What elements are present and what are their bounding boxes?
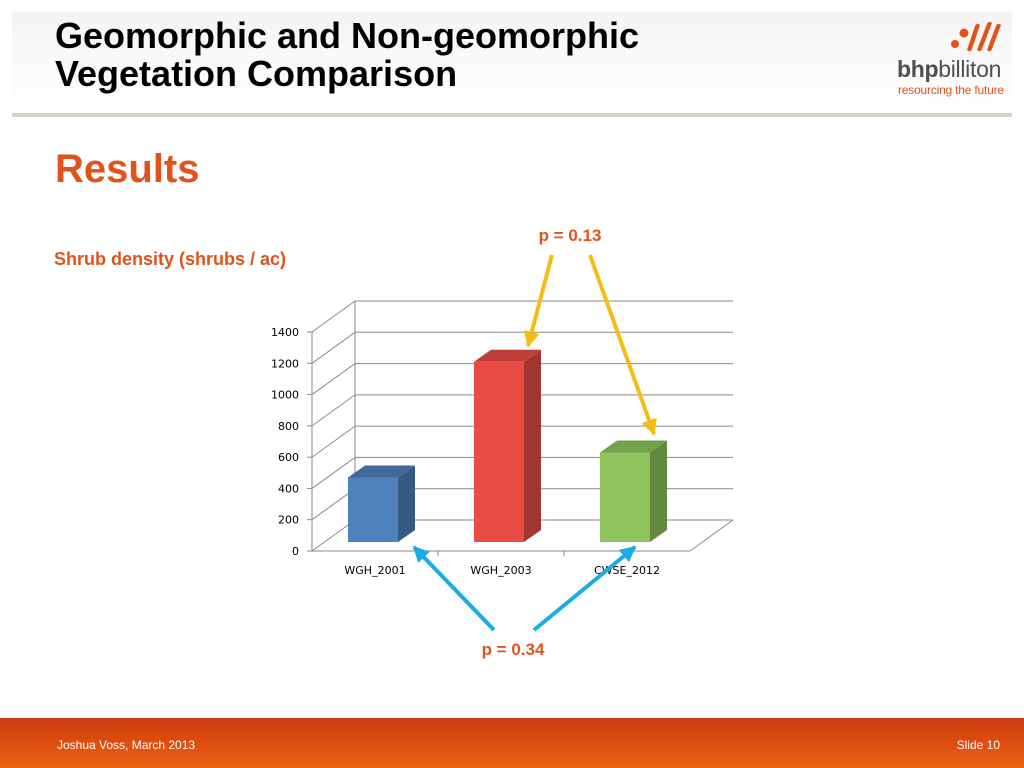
y-tick-label: 1000 — [271, 389, 299, 402]
p-034-arrow-to-cwse-2012 — [532, 545, 637, 632]
bhp-billiton-logo: bhpbilliton resourcing the future — [895, 20, 1010, 105]
p-value-top: p = 0.13 — [539, 226, 602, 245]
logo-tagline: resourcing the future — [898, 83, 1004, 97]
bar-top — [600, 440, 667, 453]
slide-title: Geomorphic and Non-geomorphic Vegetation… — [55, 17, 755, 93]
slide-title-line1: Geomorphic and Non-geomorphic — [55, 15, 640, 56]
chart-bars — [348, 349, 667, 542]
bar-side — [650, 440, 667, 542]
slide-footer: Joshua Voss, March 2013 Slide 10 — [0, 718, 1024, 768]
gridline-diagonal — [311, 425, 356, 458]
bar-top — [348, 465, 415, 478]
gridline-diagonal — [311, 519, 356, 552]
footer-slide-number: Slide 10 — [956, 738, 1000, 752]
gridline-diagonal — [311, 394, 356, 427]
header-divider — [12, 113, 1012, 117]
y-tick-label: 800 — [278, 420, 299, 433]
chart-gridlines — [311, 300, 733, 552]
p-034-arrow-to-wgh-2001 — [412, 545, 496, 632]
logo-mark-icon — [951, 21, 1001, 52]
bar-cwse-2012 — [600, 440, 667, 542]
slide-header — [12, 12, 1012, 110]
logo-wordmark-bold: bhp — [897, 56, 939, 82]
significance-annotations: p = 0.13 p = 0.34 — [412, 226, 657, 659]
gridline-diagonal — [311, 363, 356, 395]
chart-subtitle: Shrub density (shrubs / ac) — [54, 249, 287, 269]
bar-side — [524, 349, 541, 542]
gridline-diagonal — [311, 300, 356, 333]
footer-author: Joshua Voss, March 2013 — [57, 738, 196, 752]
y-tick-label: 1200 — [271, 357, 299, 370]
p-value-bottom: p = 0.34 — [482, 640, 545, 659]
bar-side — [398, 465, 415, 542]
floor-edge — [689, 519, 734, 552]
x-tick-label: WGH_2001 — [344, 564, 405, 577]
y-axis-tick-labels: 0 200 400 600 800 1000 1200 1400 — [271, 326, 312, 558]
bar-top — [474, 349, 541, 362]
bar-front — [348, 477, 398, 542]
bar-wgh-2001 — [348, 465, 415, 542]
p-013-arrow-to-cwse-2012 — [588, 254, 657, 436]
section-heading: Results — [55, 147, 200, 191]
gridline-diagonal — [311, 457, 356, 489]
logo-wordmark-light: billiton — [938, 56, 1002, 82]
y-tick-label: 0 — [292, 545, 299, 558]
p-013-arrow-to-wgh-2003 — [523, 254, 554, 348]
y-tick-label: 1400 — [271, 326, 299, 339]
x-tick-label: WGH_2003 — [470, 564, 531, 577]
logo-wordmark: bhpbilliton — [897, 56, 1001, 83]
slide-title-line2: Vegetation Comparison — [55, 53, 458, 94]
bar-wgh-2003 — [474, 349, 541, 542]
y-tick-label: 400 — [278, 482, 299, 495]
gridline-diagonal — [311, 488, 356, 521]
y-tick-label: 200 — [278, 514, 299, 527]
bar-front — [600, 452, 650, 542]
y-tick-label: 600 — [278, 451, 299, 464]
bar-front — [474, 361, 524, 542]
gridline-diagonal — [311, 331, 356, 364]
